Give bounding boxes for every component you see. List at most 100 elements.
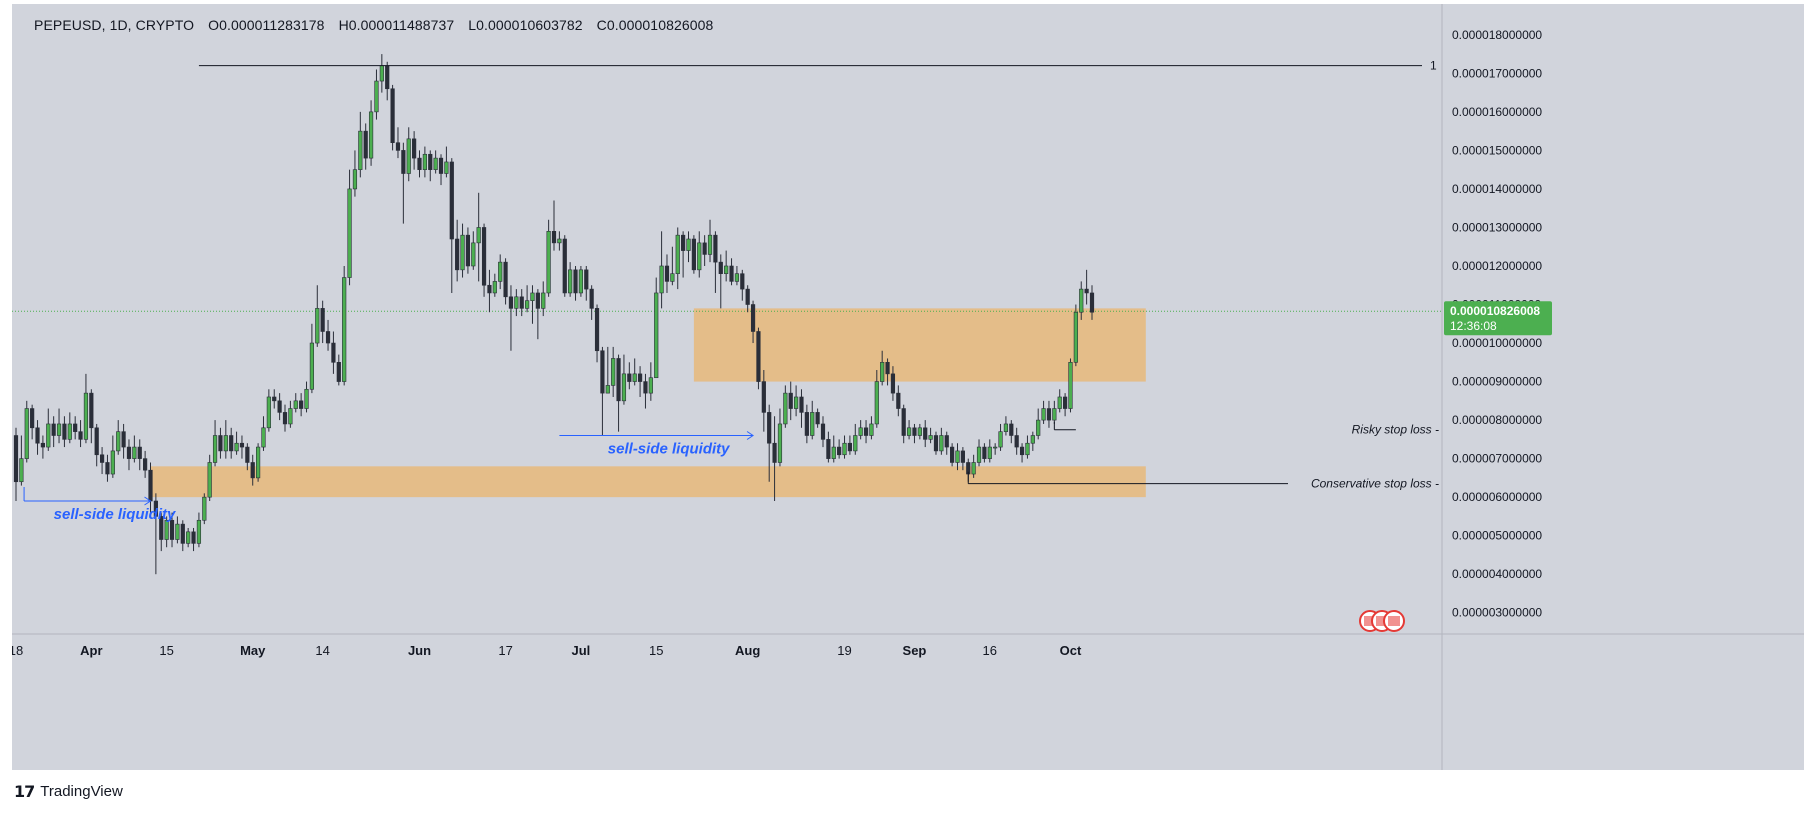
candle-body <box>309 342 315 390</box>
x-tick-label: Jun <box>408 643 431 658</box>
candle <box>116 420 121 455</box>
candle-body <box>605 385 610 394</box>
candle <box>1089 285 1095 320</box>
x-tick-label: Apr <box>80 643 102 658</box>
candle-body <box>933 435 939 452</box>
candle-body <box>869 423 874 436</box>
candle <box>982 443 987 463</box>
candle <box>223 420 228 459</box>
candle <box>245 443 250 471</box>
candle <box>293 393 298 413</box>
candle <box>589 285 594 320</box>
candlestick-chart[interactable]: 1 sell-side liquidity sell-side liquidity R… <box>12 4 1804 770</box>
candle-body <box>686 238 691 251</box>
candle-body <box>772 442 777 463</box>
candle-body <box>444 161 449 174</box>
candle-body <box>503 261 508 298</box>
candle <box>756 327 761 390</box>
candle <box>815 408 820 428</box>
fib-level-label: 1 <box>1430 59 1437 73</box>
candle <box>519 289 524 317</box>
candle <box>30 404 35 440</box>
candle-body <box>256 446 261 479</box>
y-tick-label: 0.000005000000 <box>1452 529 1542 543</box>
close-value: C0.000010826008 <box>596 17 714 33</box>
candle <box>137 439 142 471</box>
candle-body <box>971 462 976 475</box>
candle-body <box>175 523 180 540</box>
candle-body <box>724 265 729 274</box>
candle-body <box>401 150 406 174</box>
candle <box>229 427 234 459</box>
candle <box>767 404 772 482</box>
candle-body <box>890 373 896 394</box>
chart-frame[interactable]: 1 sell-side liquidity sell-side liquidity R… <box>12 4 1804 770</box>
candle <box>1063 393 1068 417</box>
candle-body <box>756 331 761 382</box>
candle-body <box>417 157 422 170</box>
candle-body <box>783 392 788 425</box>
candle <box>406 127 411 182</box>
candle <box>212 420 218 467</box>
candle <box>379 54 384 93</box>
x-tick-label: 15 <box>649 643 663 658</box>
candle <box>266 389 271 432</box>
candle-body <box>202 496 207 521</box>
candle <box>524 285 530 313</box>
candle-body <box>89 392 94 429</box>
candle-body <box>1030 435 1035 444</box>
candle-body <box>390 88 395 143</box>
candle-body <box>164 519 169 540</box>
candle-body <box>928 435 933 440</box>
candle-body <box>433 157 438 170</box>
candle <box>923 420 928 448</box>
candle-body <box>793 396 799 409</box>
candle <box>385 61 390 101</box>
candle-body <box>379 65 384 82</box>
candle-body <box>159 516 164 540</box>
candle <box>352 150 358 197</box>
candle-body <box>982 446 987 459</box>
candle-body <box>299 400 304 409</box>
candle <box>465 227 471 274</box>
x-tick-label: Oct <box>1060 643 1082 658</box>
candle-body <box>1009 423 1014 436</box>
tradingview-brand[interactable]: 17 TradingView <box>14 782 123 801</box>
candle-body <box>718 261 723 274</box>
candle-body <box>1041 408 1046 421</box>
candle <box>132 435 137 463</box>
candle <box>853 423 858 455</box>
candle <box>202 493 207 525</box>
y-tick-label: 0.000016000000 <box>1452 105 1542 119</box>
candle-body <box>664 265 670 282</box>
candle <box>299 393 304 417</box>
candle-body <box>600 350 605 394</box>
candle <box>126 439 132 471</box>
candle <box>51 416 56 448</box>
candle-body <box>880 362 885 382</box>
y-tick-label: 0.000009000000 <box>1452 375 1542 389</box>
candle <box>993 443 998 455</box>
candle-body <box>654 292 659 379</box>
candle <box>707 219 713 263</box>
candle <box>498 254 503 290</box>
candle-body <box>896 392 901 409</box>
x-tick-label: Sep <box>903 643 927 658</box>
candle <box>40 435 46 459</box>
candle <box>368 100 374 166</box>
candle-body <box>901 408 906 436</box>
candle-body <box>820 423 826 440</box>
candle-body <box>546 231 551 294</box>
price-tag-countdown: 12:36:08 <box>1450 319 1497 333</box>
candle <box>578 265 583 297</box>
price-tag-bg <box>1444 301 1552 336</box>
candle-body <box>207 462 212 498</box>
candle-body <box>589 288 594 309</box>
x-tick-label: 17 <box>498 643 512 658</box>
candle-body <box>637 373 643 382</box>
candle-body <box>99 454 105 463</box>
candle <box>24 400 29 463</box>
high-value: H0.000011488737 <box>338 17 455 33</box>
y-tick-label: 0.000008000000 <box>1452 413 1542 427</box>
